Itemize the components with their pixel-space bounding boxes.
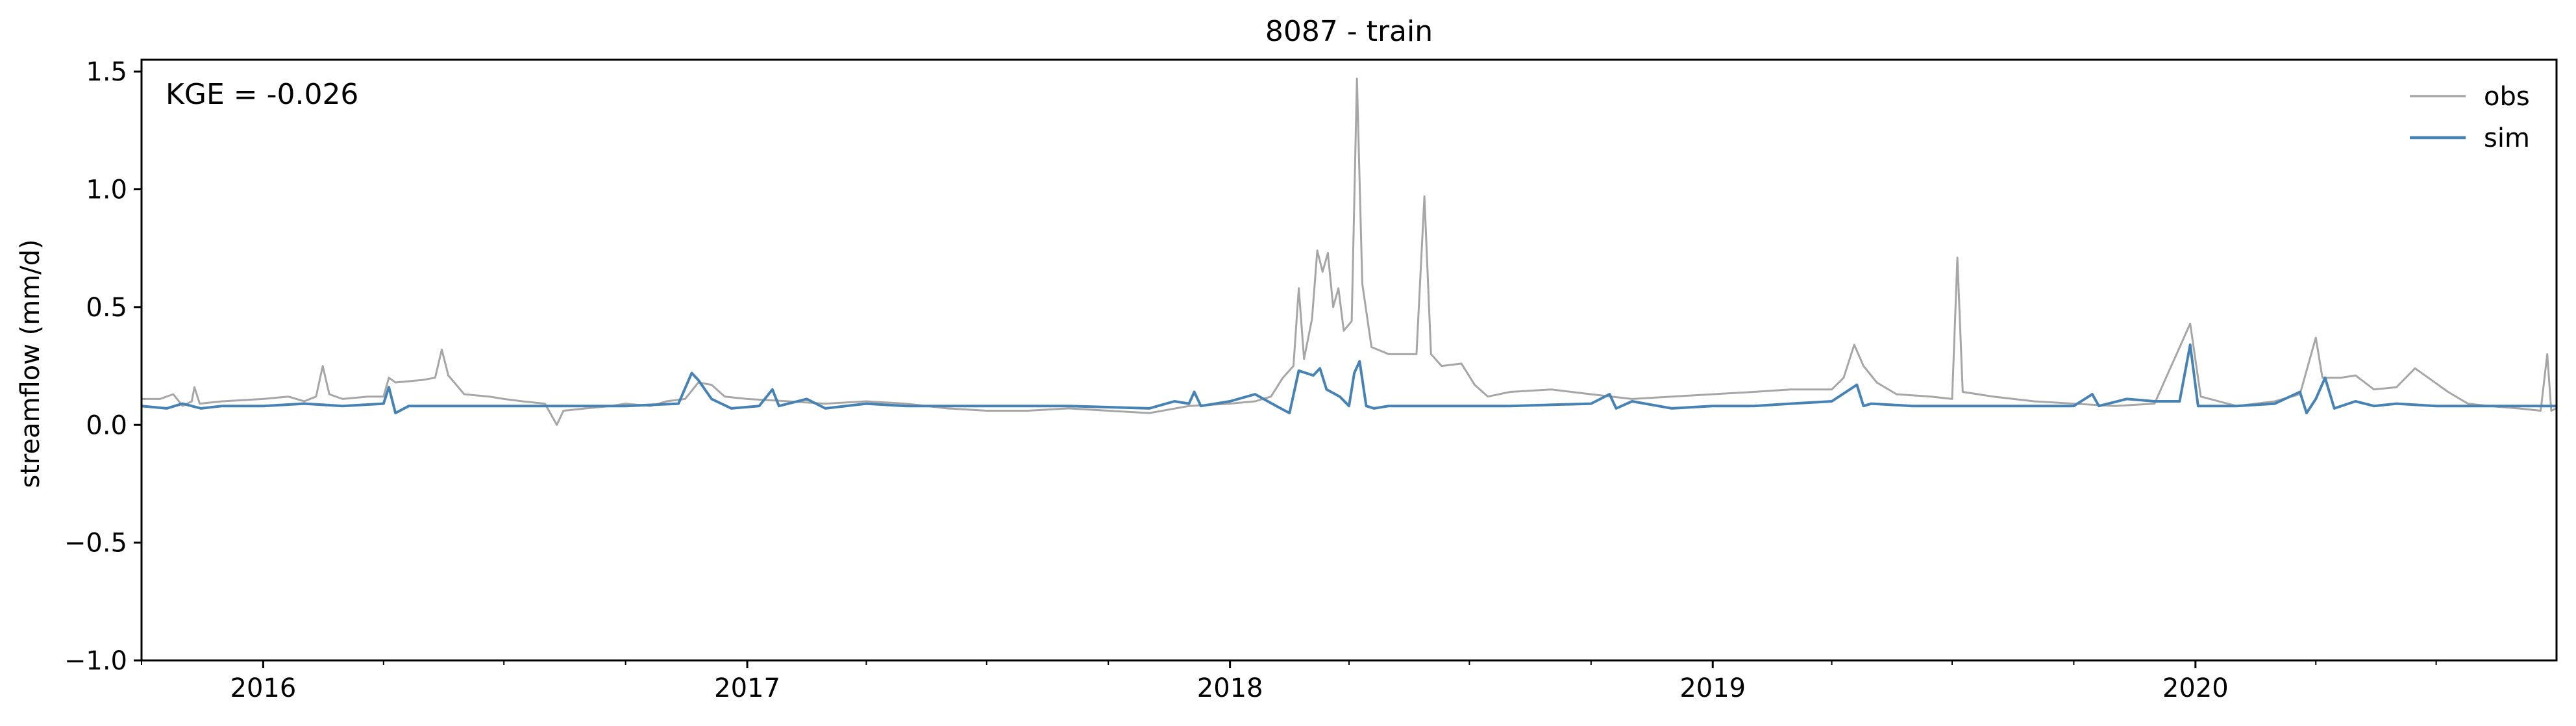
x-tick-label: 2018 <box>1197 673 1263 703</box>
legend-label-sim: sim <box>2484 123 2530 153</box>
chart-title: 8087 - train <box>1265 15 1433 48</box>
y-axis-label: streamflow (mm/d) <box>16 239 45 488</box>
legend-label-obs: obs <box>2484 82 2530 112</box>
series-line-obs <box>142 77 2557 426</box>
x-tick-label: 2019 <box>1679 673 1746 703</box>
y-tick-label: 1.5 <box>86 57 127 87</box>
series-line-sim <box>142 343 2557 415</box>
y-tick-label: −0.5 <box>64 529 127 558</box>
x-tick-label: 2020 <box>2162 673 2229 703</box>
y-tick-label: −1.0 <box>64 646 127 676</box>
plot-frame <box>140 58 2558 662</box>
y-tick-label: 0.0 <box>86 410 127 440</box>
x-axis-ticks: 2016 2017 2018 2019 2020 <box>230 660 2229 703</box>
series-layer <box>142 77 2557 426</box>
y-tick-label: 1.0 <box>86 175 127 205</box>
y-axis-ticks: −1.0 −0.5 0.0 0.5 1.0 1.5 <box>64 57 142 676</box>
x-tick-label: 2016 <box>230 673 297 703</box>
x-tick-label: 2017 <box>714 673 780 703</box>
kge-annotation: KGE = -0.026 <box>166 78 358 111</box>
y-tick-label: 0.5 <box>86 293 127 323</box>
legend: obs sim <box>2410 82 2530 153</box>
